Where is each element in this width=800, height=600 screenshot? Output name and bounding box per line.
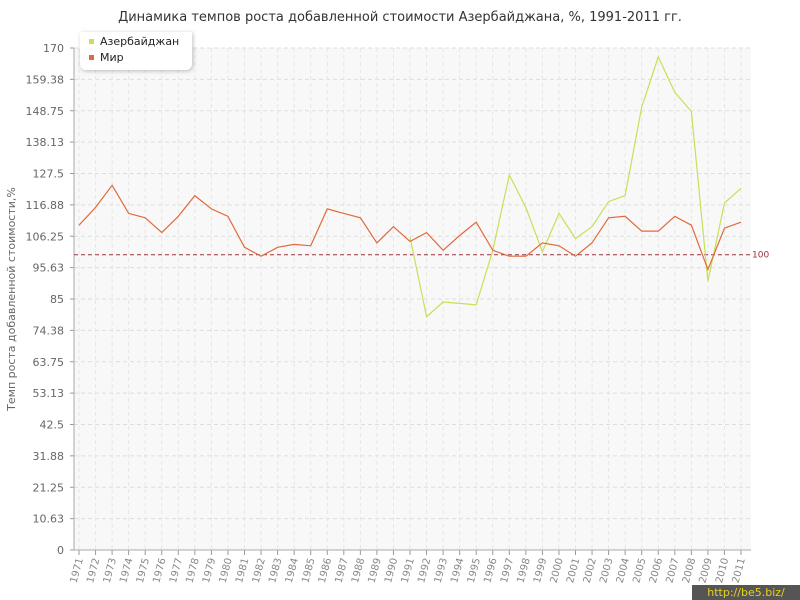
x-tick-label: 1982 — [251, 557, 268, 584]
chart-title: Динамика темпов роста добавленной стоимо… — [118, 10, 682, 25]
x-tick-label: 2001 — [565, 557, 582, 584]
x-tick-label: 1983 — [267, 557, 284, 584]
x-tick-label: 2008 — [681, 557, 698, 584]
x-tick-label: 1976 — [151, 557, 168, 584]
y-tick-label: 127.5 — [33, 168, 65, 181]
y-tick-label: 0 — [57, 544, 64, 557]
legend-label-azerbaijan: Азербайджан — [100, 35, 180, 48]
y-axis-title: Темп роста добавленной стоимости,% — [5, 187, 18, 412]
x-tick-label: 1971 — [69, 557, 86, 584]
x-tick-label: 1984 — [284, 557, 301, 584]
series-line-azerbaijan — [409, 55, 742, 318]
y-tick-label: 63.75 — [33, 356, 65, 369]
y-tick-label: 95.63 — [33, 262, 65, 275]
y-tick-label: 31.88 — [33, 450, 65, 463]
y-tick-label: 74.38 — [33, 324, 65, 337]
x-tick-label: 1989 — [367, 557, 384, 584]
y-tick-label: 42.5 — [40, 419, 65, 432]
x-tick-label: 2010 — [714, 557, 731, 584]
legend: Азербайджан Мир — [80, 32, 192, 70]
x-tick-label: 2006 — [648, 557, 665, 584]
reference-line-label: 100 — [752, 251, 769, 261]
x-tick-label: 1994 — [449, 557, 466, 584]
legend-swatch-world — [89, 54, 94, 60]
y-tick-label: 53.13 — [33, 387, 65, 400]
x-tick-label: 2007 — [664, 557, 681, 584]
x-tick-label: 1986 — [317, 557, 334, 584]
x-tick-label: 1973 — [102, 557, 119, 584]
x-tick-label: 1988 — [350, 557, 367, 584]
x-tick-label: 2005 — [631, 557, 648, 584]
x-tick-label: 1981 — [234, 557, 251, 584]
x-tick-label: 2009 — [698, 557, 715, 584]
x-tick-label: 1979 — [201, 557, 218, 584]
x-tick-label: 1997 — [499, 557, 516, 584]
y-tick-label: 106.25 — [26, 230, 65, 243]
x-tick-label: 1999 — [532, 557, 549, 584]
x-tick-label: 2011 — [731, 557, 748, 584]
y-tick-label: 138.13 — [26, 136, 65, 149]
x-tick-label: 1998 — [516, 557, 533, 584]
watermark[interactable]: http://be5.biz/ — [692, 585, 800, 600]
legend-item-world[interactable]: Мир — [89, 51, 124, 65]
x-tick-label: 2000 — [549, 557, 566, 584]
y-tick-label: 21.25 — [33, 481, 65, 494]
y-tick-label: 170 — [43, 42, 64, 55]
x-tick-label: 1977 — [168, 557, 185, 584]
y-tick-label: 159.38 — [26, 73, 65, 86]
legend-item-azerbaijan[interactable]: Азербайджан — [89, 35, 179, 49]
x-tick-label: 1974 — [118, 557, 135, 584]
x-tick-label: 1975 — [135, 557, 152, 584]
x-tick-label: 2002 — [582, 557, 599, 584]
y-tick-label: 116.88 — [26, 199, 65, 212]
x-tick-label: 1991 — [400, 557, 417, 584]
legend-swatch-azerbaijan — [89, 38, 94, 44]
x-tick-label: 1995 — [466, 557, 483, 584]
x-tick-label: 1990 — [383, 557, 400, 584]
y-tick-label: 148.75 — [26, 105, 65, 118]
x-tick-label: 1985 — [300, 557, 317, 584]
x-tick-label: 1980 — [218, 557, 235, 584]
x-tick-label: 1972 — [85, 557, 102, 584]
series-layer — [78, 55, 742, 318]
y-tick-label: 85 — [50, 293, 64, 306]
legend-label-world: Мир — [100, 51, 124, 64]
y-tick-label: 10.63 — [33, 513, 65, 526]
x-tick-label: 1978 — [185, 557, 202, 584]
series-line-world — [78, 184, 742, 272]
x-tick-label: 1993 — [433, 557, 450, 584]
x-tick-label: 1996 — [482, 557, 499, 584]
x-tick-label: 2004 — [615, 557, 632, 584]
x-tick-label: 1992 — [416, 557, 433, 584]
x-tick-label: 1987 — [333, 557, 350, 584]
x-tick-label: 2003 — [598, 557, 615, 584]
